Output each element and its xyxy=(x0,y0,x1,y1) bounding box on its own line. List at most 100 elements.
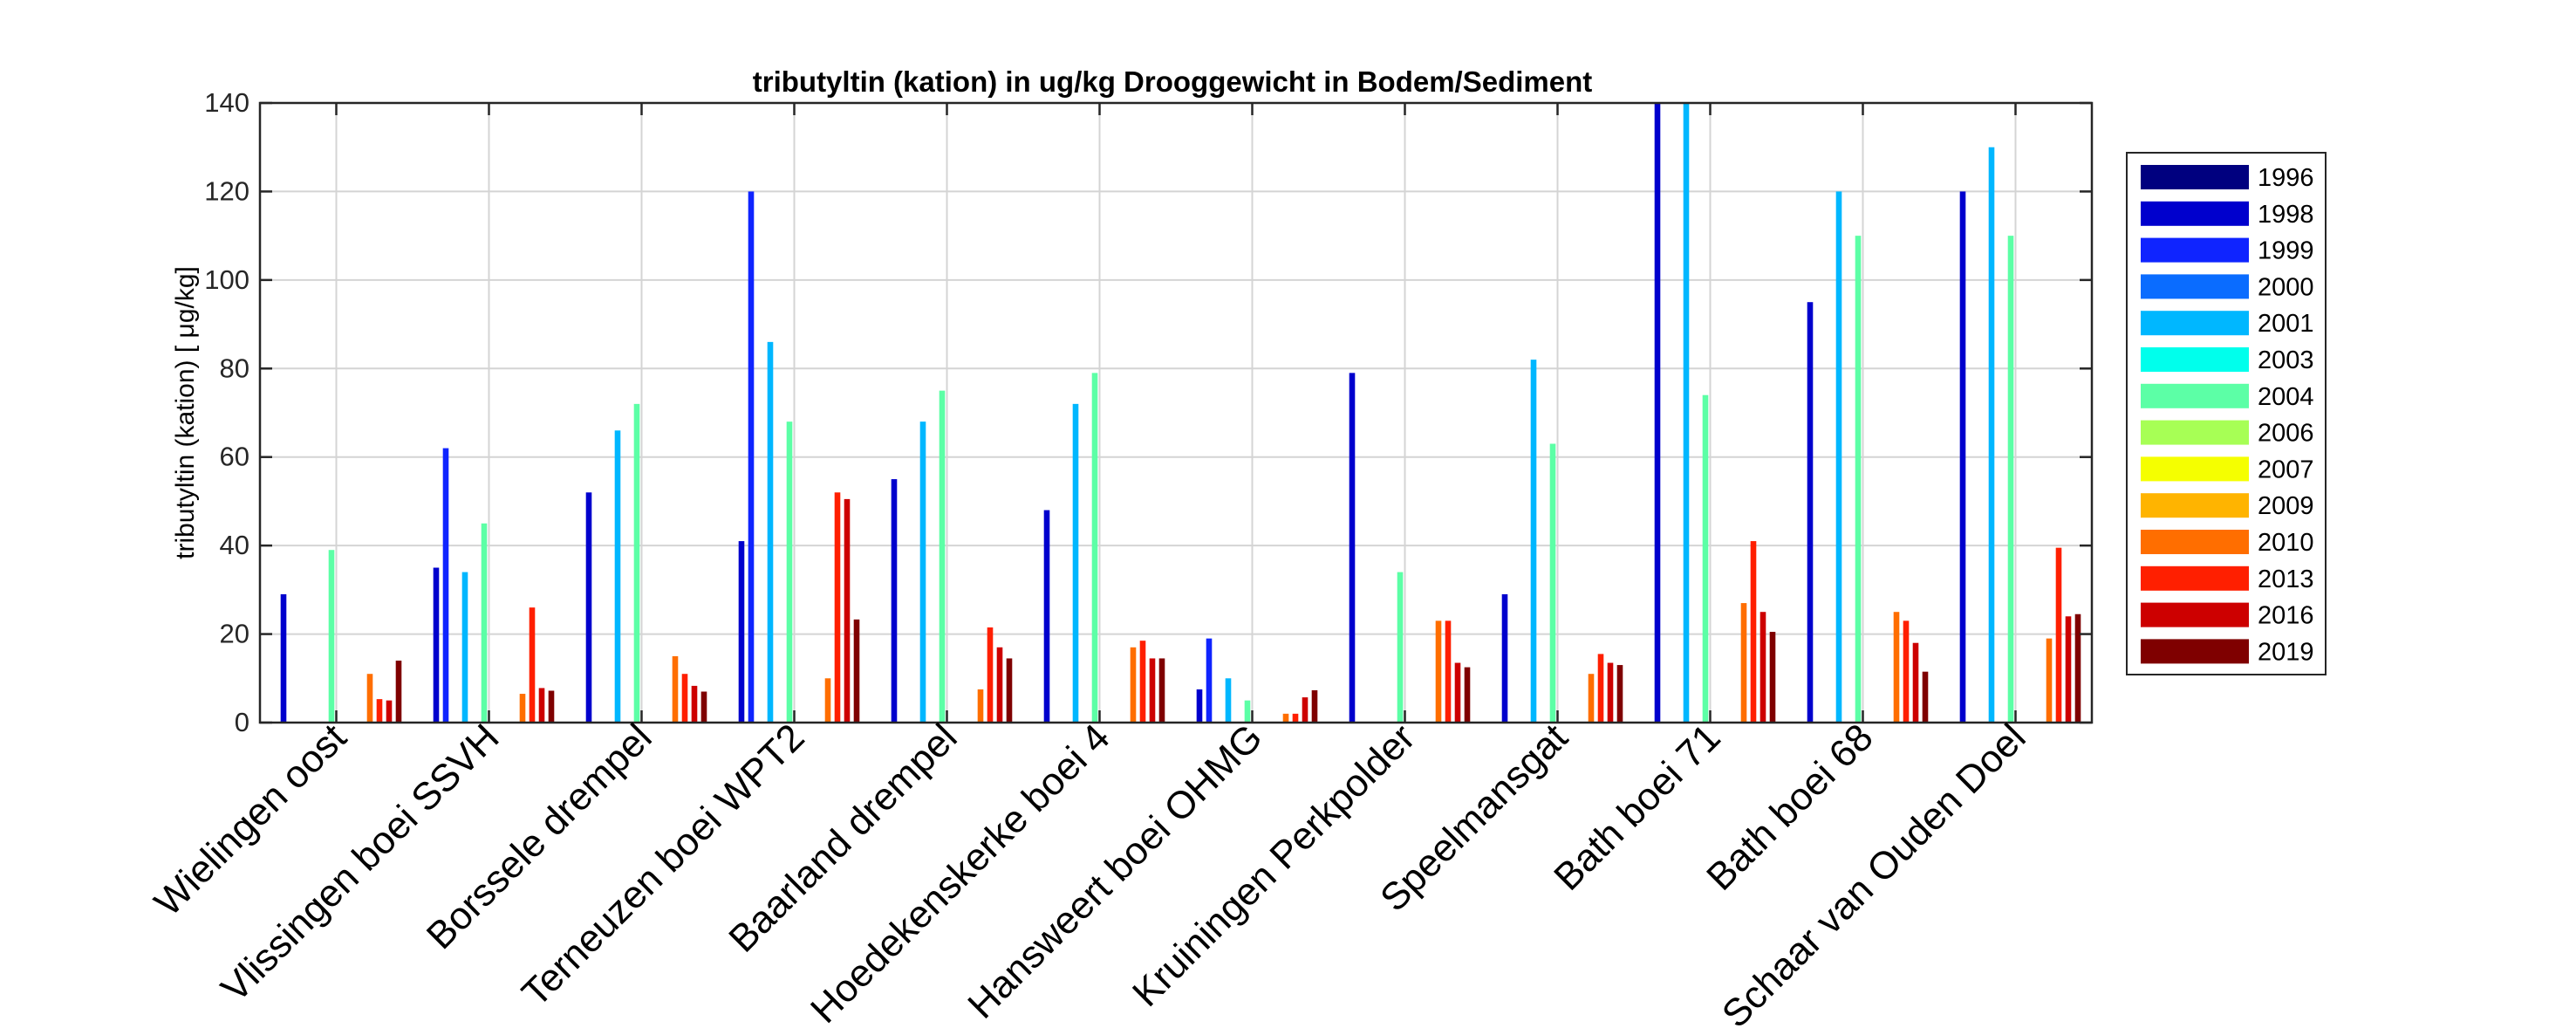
bar xyxy=(433,567,440,723)
bar xyxy=(996,647,1003,723)
legend-label: 2001 xyxy=(2258,310,2314,338)
bar xyxy=(461,572,468,723)
bar xyxy=(691,685,698,723)
bar xyxy=(1903,620,1910,723)
legend-swatch xyxy=(2141,456,2249,482)
axis-ticks xyxy=(260,101,2092,724)
legend-label: 1999 xyxy=(2258,237,2314,265)
y-tick-label: 80 xyxy=(220,353,249,383)
y-axis-label: tributyltin (kation) [ μg/kg] xyxy=(171,266,200,559)
legend-swatch xyxy=(2141,383,2249,408)
grid xyxy=(260,103,2092,723)
bar xyxy=(1607,662,1614,723)
legend-label: 2006 xyxy=(2258,420,2314,448)
bar xyxy=(1311,689,1318,723)
legend-label: 2000 xyxy=(2258,273,2314,301)
bar xyxy=(1530,360,1537,723)
bar xyxy=(844,498,851,723)
bar xyxy=(1349,373,1356,723)
legend-swatch xyxy=(2141,274,2249,299)
bar xyxy=(824,678,831,723)
bar xyxy=(548,690,555,723)
bar xyxy=(1893,612,1900,723)
bar xyxy=(1769,632,1776,723)
legend-label: 2019 xyxy=(2258,638,2314,666)
bar xyxy=(2074,613,2081,723)
bar xyxy=(529,607,536,723)
bar xyxy=(1855,236,1862,723)
bar xyxy=(1282,713,1289,723)
legend-box xyxy=(2126,152,2327,675)
y-tick-label: 60 xyxy=(220,442,249,472)
bar xyxy=(1302,697,1308,723)
x-tick-label: Kruiningen Perkpolder xyxy=(1124,716,1424,1015)
bar xyxy=(834,492,841,723)
bar xyxy=(1683,103,1690,723)
legend-swatch xyxy=(2141,165,2249,189)
bar xyxy=(1616,665,1623,723)
bar xyxy=(2007,236,2014,723)
bar xyxy=(672,655,679,723)
x-tick-label: Schaar van Ouden Doel xyxy=(1714,716,2034,1031)
x-tick-label: Hansweert boei OHMG xyxy=(960,716,1270,1026)
bar xyxy=(1139,641,1146,723)
bar xyxy=(1149,658,1156,723)
bar xyxy=(1654,103,1661,723)
bar xyxy=(519,694,526,723)
legend: 1996 1998 1999 2000 2001 2003 2004 2006 2007 2009… xyxy=(2126,152,2327,675)
bar xyxy=(748,191,755,723)
bar xyxy=(1702,394,1709,723)
bar xyxy=(481,523,488,723)
bar xyxy=(2065,616,2072,723)
bar xyxy=(853,619,860,723)
bar xyxy=(1225,678,1232,723)
bar xyxy=(395,661,402,723)
bar xyxy=(1922,671,1929,723)
chart-title: tributyltin (kation) in ug/kg Drooggewic… xyxy=(753,65,1593,98)
x-tick-label: Terneuzen boei WPT2 xyxy=(514,716,812,1014)
legend-swatch xyxy=(2141,493,2249,518)
bar xyxy=(1454,662,1461,723)
bar xyxy=(1043,510,1050,723)
y-tick-label: 20 xyxy=(220,619,249,649)
bar xyxy=(1912,642,1919,723)
bar xyxy=(614,430,621,723)
bar xyxy=(1158,658,1165,723)
y-tick-label: 140 xyxy=(204,87,249,118)
legend-label: 2007 xyxy=(2258,456,2314,483)
legend-swatch xyxy=(2141,237,2249,263)
bar xyxy=(1750,541,1757,723)
y-tick-label: 40 xyxy=(220,530,249,560)
legend-swatch xyxy=(2141,420,2249,445)
legend-swatch xyxy=(2141,311,2249,336)
bar xyxy=(977,689,984,723)
bar xyxy=(442,448,449,723)
legend-swatch xyxy=(2141,530,2249,554)
legend-label: 2004 xyxy=(2258,383,2314,411)
bar xyxy=(633,403,640,723)
bar xyxy=(1206,638,1213,723)
plot-area-frame xyxy=(258,101,2094,724)
bar xyxy=(1807,302,1814,723)
bar xyxy=(328,550,335,723)
legend-swatch xyxy=(2141,602,2249,627)
bar xyxy=(1549,443,1556,723)
y-tick-label: 100 xyxy=(204,264,249,295)
bar xyxy=(1292,713,1299,723)
bar xyxy=(1588,674,1595,723)
x-tick-label: Hoedekenskerke boei 4 xyxy=(803,716,1118,1031)
bar xyxy=(280,593,287,723)
legend-swatch xyxy=(2141,201,2249,226)
bar xyxy=(1501,593,1508,723)
bar xyxy=(2055,547,2062,723)
bar xyxy=(700,691,707,723)
bar xyxy=(1445,620,1452,723)
bar xyxy=(767,341,774,723)
legend-swatch xyxy=(2141,639,2249,664)
bar xyxy=(919,422,926,723)
bar xyxy=(1130,647,1137,723)
bar xyxy=(1835,191,1842,723)
bar xyxy=(1759,612,1766,723)
